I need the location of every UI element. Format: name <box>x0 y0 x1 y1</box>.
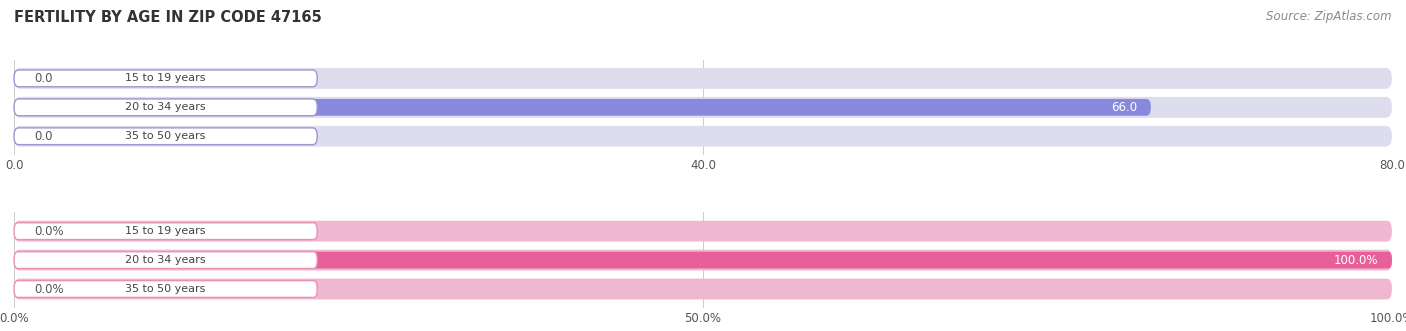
Text: 35 to 50 years: 35 to 50 years <box>125 131 205 141</box>
Text: Source: ZipAtlas.com: Source: ZipAtlas.com <box>1267 10 1392 23</box>
FancyBboxPatch shape <box>14 250 1392 270</box>
FancyBboxPatch shape <box>14 221 1392 242</box>
FancyBboxPatch shape <box>14 70 318 87</box>
Text: 0.0: 0.0 <box>35 72 53 85</box>
FancyBboxPatch shape <box>14 97 1392 118</box>
Text: 100.0%: 100.0% <box>1334 254 1378 266</box>
Text: 0.0%: 0.0% <box>35 225 65 238</box>
Text: 15 to 19 years: 15 to 19 years <box>125 73 205 83</box>
Text: FERTILITY BY AGE IN ZIP CODE 47165: FERTILITY BY AGE IN ZIP CODE 47165 <box>14 10 322 25</box>
FancyBboxPatch shape <box>14 223 318 240</box>
FancyBboxPatch shape <box>14 252 1392 268</box>
Text: 20 to 34 years: 20 to 34 years <box>125 255 205 265</box>
Text: 0.0: 0.0 <box>35 130 53 143</box>
FancyBboxPatch shape <box>14 252 318 268</box>
FancyBboxPatch shape <box>14 128 318 145</box>
FancyBboxPatch shape <box>14 126 1392 147</box>
FancyBboxPatch shape <box>14 99 1152 116</box>
FancyBboxPatch shape <box>14 99 318 116</box>
Text: 66.0: 66.0 <box>1111 101 1137 114</box>
Text: 0.0%: 0.0% <box>35 283 65 296</box>
Text: 20 to 34 years: 20 to 34 years <box>125 102 205 112</box>
FancyBboxPatch shape <box>14 279 1392 300</box>
Text: 15 to 19 years: 15 to 19 years <box>125 226 205 236</box>
FancyBboxPatch shape <box>14 68 1392 89</box>
FancyBboxPatch shape <box>14 281 318 298</box>
Text: 35 to 50 years: 35 to 50 years <box>125 284 205 294</box>
